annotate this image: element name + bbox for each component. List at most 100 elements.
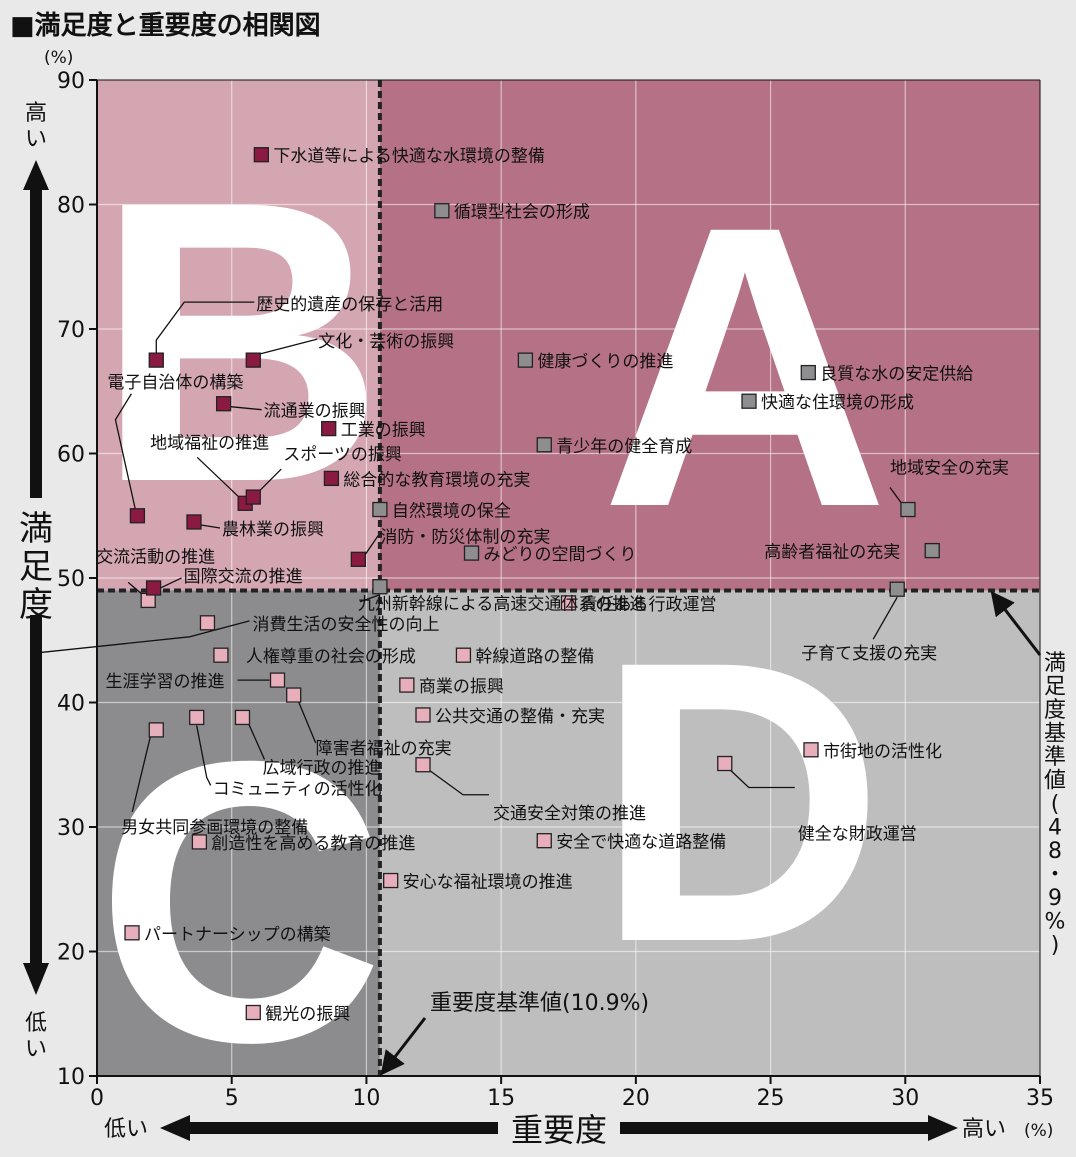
data-point-label: 地域安全の充実 [890,459,1009,479]
chart-title: ■満足度と重要度の相関図 [10,10,321,41]
x-tick-label: 10 [352,1086,380,1111]
y-axis-down-arrow-icon [23,963,49,995]
leader-line [359,594,381,603]
data-point-label: 商業の振興 [419,677,504,697]
data-point-label: 地域福祉の推進 [150,433,269,453]
y-high-label-char: い [25,127,47,152]
x-tick-label: 15 [487,1086,515,1111]
leader-lines [37,301,902,813]
quadrant-a-bg [379,80,1040,591]
data-point-marker [399,677,415,693]
data-point-label: 健康づくりの推進 [537,352,673,372]
y-high-label-char: 高 [25,101,47,126]
data-point-label: 市街地の活性化 [823,742,942,762]
leader-line [114,393,137,510]
satisfaction-threshold-label-char: 9 [1048,886,1062,911]
quadrant-letter-a: A [601,143,890,590]
data-point-label: 循環型社会の形成 [454,203,590,223]
data-point-marker [245,352,261,368]
leader-line [196,456,240,498]
data-point-label: 安全で快適な道路整備 [556,833,726,853]
data-point-label: 人権尊重の社会の形成 [246,647,416,667]
data-point-label: 下水道等による快適な水環境の整備 [273,147,545,167]
y-axis-title: 満足度 [19,509,53,625]
data-point-label: 交通安全対策の推進 [493,804,646,824]
y-tick-label: 90 [57,69,85,94]
data-point-label: みどりの空間づくり [484,545,637,565]
data-point-marker [145,580,162,596]
x-tick-label: 20 [622,1086,650,1111]
y-high-label: 高い [25,101,47,152]
y-tick-label: 20 [57,941,85,966]
y-tick-label: 80 [57,194,85,219]
data-point-marker [186,514,202,530]
data-point-label: 工業の振興 [341,421,426,441]
leader-line [364,534,379,555]
data-point-marker [350,551,366,567]
x-high-label: 高い [962,1117,1006,1142]
leader-line [298,701,317,744]
data-point-label: 男女共同参画環境の整備 [121,818,308,838]
data-point-label: コミュニティの活性化 [213,779,382,799]
quadrant-letters: ABC D [96,118,890,1125]
data-point-label: 良質な水の安定供給 [820,365,973,385]
quadrant-c-bg [97,590,380,1076]
data-point-label: 生涯学習の推進 [106,672,225,692]
data-point-label: 消費生活の安全性の向上 [252,615,439,635]
data-point-label: 創造性を高める教育の推進 [211,834,415,854]
y-axis-unit: (%) [44,48,73,68]
grid-and-thresholds [97,80,1040,1076]
data-point-marker [129,508,146,524]
y-tick-label: 50 [57,567,85,592]
data-point-marker [383,872,399,889]
data-point-marker [148,722,164,738]
satisfaction-threshold-label-char: 基 [1044,722,1066,747]
x-axis-unit: (%) [1024,1121,1053,1141]
data-point-marker [803,742,819,758]
x-tick-label: 30 [891,1086,919,1111]
data-point-marker [253,147,270,163]
data-point-label: 流通業の振興 [264,402,366,422]
data-point-label: 総合的な教育環境の充実 [343,470,530,490]
satisfaction-threshold-label-char: 度 [1044,698,1066,723]
y-low-label-char: 低 [25,1011,47,1036]
leader-line [259,338,318,355]
data-point-marker [245,489,261,505]
data-point-label: 国際交流の推進 [184,567,303,587]
data-point-label: 農林業の振興 [222,520,324,540]
quadrant-letter-b: B [96,118,385,565]
data-point-marker [234,709,251,726]
y-axis-down-arrow-shaft [30,615,42,965]
data-point-label: 健全な財政運営 [798,825,917,845]
data-point-label: 九州新幹線による高速交通体系の推進 [358,594,647,615]
data-point-label: 広域行政の推進 [262,758,381,778]
satisfaction-threshold-label-char: % [1045,910,1066,935]
data-point-label: 責任ある行政運営 [581,595,717,615]
data-point-label: 子育て支援の充実 [801,644,937,664]
data-point-marker [323,470,340,487]
data-point-marker [245,1004,261,1021]
data-point-label: 文化・芸術の振興 [318,332,454,352]
data-point-marker [463,545,480,561]
data-point-marker [415,757,431,773]
importance-threshold-label: 重要度基準値(10.9%) [430,991,649,1016]
satisfaction-threshold-label-char: ( [1051,792,1060,817]
data-point-marker [124,925,140,941]
data-point-label: スポーツの振興 [283,445,402,465]
data-point-marker [415,707,431,723]
quadrant-letter-d: D [596,578,885,1025]
data-point-label: 快適な住環境の形成 [761,393,914,413]
leader-line [155,301,255,355]
data-point-marker [717,755,733,772]
satisfaction-threshold-label-char: 満 [1044,651,1066,676]
leader-line [131,736,151,813]
data-point-marker [741,393,757,409]
data-point-label: 電子自治体の構築 [107,373,243,393]
x-axis-left-arrow-shaft [188,1122,498,1134]
data-point-marker [536,437,552,453]
data-point-marker [213,647,229,663]
data-point-label: 障害者福祉の充実 [316,739,452,759]
y-tick-label: 40 [57,692,85,717]
point-labels: 下水道等による快適な水環境の整備循環型社会の形成歴史的遺産の保存と活用文化・芸術… [96,147,1009,1025]
y-low-label: 低い [25,1011,47,1062]
